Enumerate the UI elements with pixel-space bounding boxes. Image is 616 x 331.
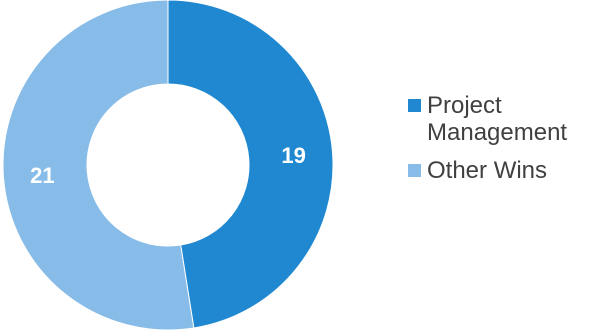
legend-swatch-other-wins: [408, 164, 421, 177]
legend-label-other-wins: Other Wins: [427, 157, 548, 184]
data-label-other-wins: 21: [30, 163, 54, 188]
data-label-project-management: 19: [281, 143, 305, 168]
legend-item-project-management: Project Management: [408, 92, 616, 146]
slice-project-management: [167, 0, 334, 329]
legend-swatch-project-management: [408, 99, 421, 112]
legend-label-project-management: Project Management: [427, 92, 568, 146]
legend: Project Management Other Wins: [408, 92, 616, 195]
legend-item-other-wins: Other Wins: [408, 157, 616, 184]
slice-other-wins: [2, 0, 195, 331]
